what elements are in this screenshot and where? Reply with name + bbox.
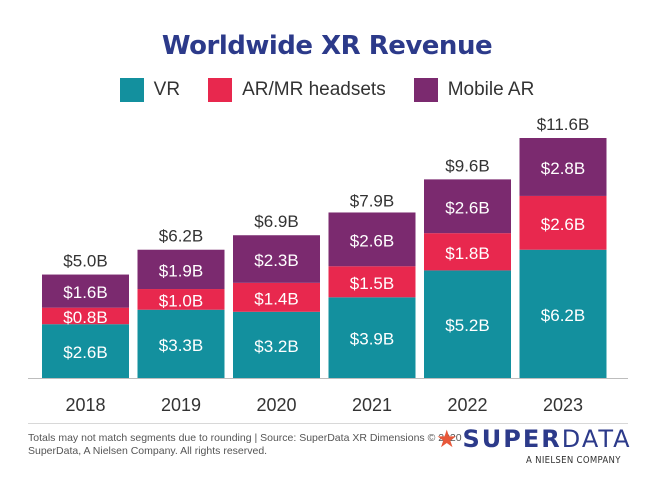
total-label-2020: $6.9B xyxy=(254,212,298,231)
bar-segment-2019-1 xyxy=(137,289,225,310)
bar-segment-2020-2 xyxy=(233,235,320,283)
bar-segment-2018-1 xyxy=(42,307,129,325)
legend-swatch-mobile-ar xyxy=(413,78,438,102)
footer-line-2: SuperData, A Nielsen Company. All rights… xyxy=(28,445,268,457)
footer-note: Totals may not match segments due to rou… xyxy=(28,432,462,458)
legend: VR AR/MR headsets Mobile AR xyxy=(0,78,654,102)
footer-line-1: Totals may not match segments due to rou… xyxy=(28,432,462,444)
data-label-2021-1: $1.5B xyxy=(350,274,394,293)
legend-item-vr: VR xyxy=(119,78,181,102)
data-label-2019-0: $3.3B xyxy=(159,336,203,355)
bar-segment-2021-2 xyxy=(328,212,416,267)
data-label-2018-1: $0.8B xyxy=(63,308,107,327)
bar-segment-2021-0 xyxy=(328,297,416,378)
x-tick-label-2018: 2018 xyxy=(65,395,105,415)
x-tick-label-2019: 2019 xyxy=(161,395,201,415)
data-label-2022-2: $2.6B xyxy=(445,198,489,217)
total-label-2021: $7.9B xyxy=(350,192,394,211)
bar-segment-2023-0 xyxy=(519,249,607,378)
total-label-2018: $5.0B xyxy=(63,252,107,271)
total-label-2023: $11.6B xyxy=(537,115,590,134)
data-label-2022-1: $1.8B xyxy=(445,244,489,263)
total-label-2022: $9.6B xyxy=(445,156,489,175)
legend-swatch-vr xyxy=(119,78,144,102)
x-tick-label-2020: 2020 xyxy=(256,395,296,415)
chart-area: SUPERDATA$2.6B$0.8B$1.6B$5.0B2018$3.3B$1… xyxy=(28,115,628,415)
legend-item-mobile-ar: Mobile AR xyxy=(413,78,535,102)
x-tick-label-2021: 2021 xyxy=(352,395,392,415)
bar-segment-2023-2 xyxy=(519,138,607,196)
legend-label-mobile-ar: Mobile AR xyxy=(447,79,535,100)
bar-segment-2022-0 xyxy=(424,270,511,378)
x-tick-label-2022: 2022 xyxy=(447,395,487,415)
data-label-2020-1: $1.4B xyxy=(254,289,298,308)
bar-segment-2023-1 xyxy=(519,195,607,250)
brand-super: SUPER xyxy=(462,425,562,453)
data-label-2019-1: $1.0B xyxy=(159,291,203,310)
data-label-2019-2: $1.9B xyxy=(159,261,203,280)
data-label-2023-2: $2.8B xyxy=(541,159,585,178)
data-label-2018-2: $1.6B xyxy=(63,283,107,302)
data-label-2018-0: $2.6B xyxy=(63,343,107,362)
bar-segment-2021-1 xyxy=(328,266,416,298)
bar-segment-2019-0 xyxy=(137,309,225,378)
bar-segment-2020-0 xyxy=(233,311,320,378)
legend-item-armr: AR/MR headsets xyxy=(208,78,386,102)
bar-segment-2020-1 xyxy=(233,282,320,312)
legend-label-armr: AR/MR headsets xyxy=(242,79,386,100)
brand-logo: ★ SUPERDATA xyxy=(436,425,632,453)
bar-segment-2022-1 xyxy=(424,233,511,271)
chart-title: Worldwide XR Revenue xyxy=(161,31,493,61)
legend-swatch-armr xyxy=(208,78,233,102)
star-icon: ★ xyxy=(436,425,460,453)
bar-segment-2018-2 xyxy=(42,274,129,308)
bar-segment-2019-2 xyxy=(137,249,225,290)
bar-segment-2022-2 xyxy=(424,179,511,234)
data-label-2023-1: $2.6B xyxy=(541,215,585,234)
x-tick-label-2023: 2023 xyxy=(543,395,583,415)
data-label-2022-0: $5.2B xyxy=(445,316,489,335)
data-label-2021-0: $3.9B xyxy=(350,330,394,349)
legend-label-vr: VR xyxy=(153,79,181,100)
data-label-2023-0: $6.2B xyxy=(541,306,585,325)
footer-divider xyxy=(28,423,628,424)
bar-segment-2018-0 xyxy=(42,324,129,378)
total-label-2019: $6.2B xyxy=(159,227,203,246)
data-label-2020-0: $3.2B xyxy=(254,337,298,356)
data-label-2021-2: $2.6B xyxy=(350,231,394,250)
brand-data: DATA xyxy=(561,425,632,453)
brand-subtitle: A NIELSEN COMPANY xyxy=(526,455,621,466)
data-label-2020-2: $2.3B xyxy=(254,251,298,270)
